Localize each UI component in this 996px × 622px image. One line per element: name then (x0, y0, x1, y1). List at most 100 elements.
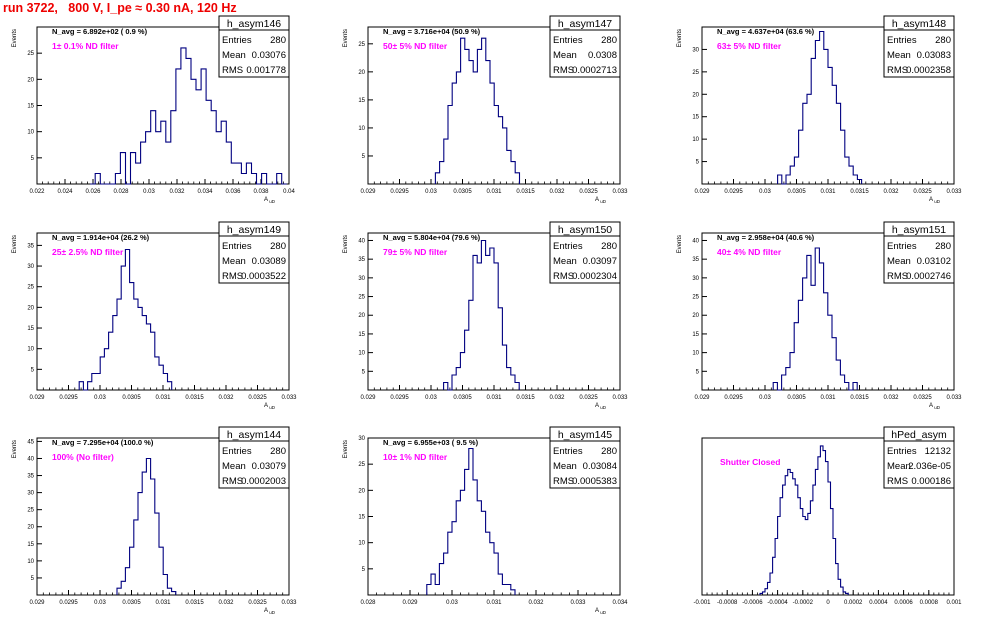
histogram-series (116, 457, 177, 595)
filter-annotation: 63± 5% ND filter (717, 41, 782, 51)
x-tick-label: 0.028 (360, 600, 376, 606)
x-tick-label: 0.028 (113, 189, 129, 195)
stats-entries-label: Entries (553, 241, 583, 252)
y-tick-label: 10 (27, 347, 34, 353)
stats-mean-value: 0.03076 (252, 50, 286, 61)
x-tick-label: 0.0315 (850, 395, 869, 401)
x-tick-label: 0.032 (883, 395, 899, 401)
stats-mean-value: 0.03097 (583, 256, 617, 267)
stats-entries-label: Entries (222, 241, 252, 252)
y-tick-label: 20 (358, 488, 365, 494)
y-tick-label: 25 (692, 295, 699, 301)
y-tick-label: 40 (358, 238, 365, 244)
stats-mean-value: 0.0308 (588, 50, 617, 61)
x-tick-label: 0.0305 (122, 600, 141, 606)
x-axis-label: A uD (595, 608, 607, 615)
y-tick-label: 15 (27, 542, 34, 548)
stats-entries-label: Entries (553, 446, 583, 457)
x-tick-label: 0.033 (946, 395, 962, 401)
filter-annotation: 40± 4% ND filter (717, 247, 782, 257)
stats-rms-label: RMS (553, 271, 574, 282)
y-tick-label: 5 (362, 567, 366, 573)
y-tick-label: 15 (27, 104, 34, 110)
stats-title: h_asym144 (227, 429, 281, 441)
x-tick-label: 0.031 (486, 395, 502, 401)
x-tick-label: 0.04 (283, 189, 295, 195)
y-tick-label: 10 (358, 351, 365, 357)
x-tick-label: 0.03 (94, 395, 106, 401)
stats-box (883, 221, 955, 284)
stats-entries-value: 12132 (925, 446, 951, 457)
x-tick-label: 0.031 (820, 395, 836, 401)
x-tick-label: 0.032 (549, 395, 565, 401)
y-tick-label: 25 (27, 285, 34, 291)
x-tick-label: 0.024 (57, 189, 73, 195)
y-tick-label: 35 (27, 243, 34, 249)
x-tick-label: 0.03 (759, 395, 771, 401)
filter-annotation: 10± 1% ND filter (383, 452, 448, 462)
y-tick-label: 20 (692, 92, 699, 98)
x-tick-label: 0.032 (549, 189, 565, 195)
stats-rms-label: RMS (887, 65, 908, 76)
y-tick-label: 15 (358, 98, 365, 104)
x-axis-label: A uD (595, 197, 607, 204)
y-tick-label: 30 (27, 491, 34, 497)
y-tick-label: 20 (358, 313, 365, 319)
stats-rms-value: 0.0003522 (241, 271, 286, 282)
histogram-panel: 0.029 0.0295 0.03 0.0305 0.031 0.0315 0.032 0.0… (12, 221, 297, 410)
x-tick-label: 0.033 (612, 395, 628, 401)
x-tick-label: 0.034 (197, 189, 213, 195)
x-tick-label: 0.031 (820, 189, 836, 195)
x-tick-label: 0.036 (225, 189, 241, 195)
stats-rms-value: 0.0005383 (572, 476, 617, 487)
x-tick-label: 0.029 (360, 395, 376, 401)
y-axis-label: Events (343, 440, 349, 458)
stats-mean-value: 0.03084 (583, 461, 617, 472)
stats-title: hPed_asym (891, 429, 947, 441)
x-tick-label: 0.026 (85, 189, 101, 195)
y-tick-label: 5 (31, 156, 35, 162)
stats-box (883, 15, 955, 78)
x-tick-label: 0.0325 (579, 189, 598, 195)
stats-rms-value: 0.001778 (246, 65, 286, 76)
stats-mean-label: Mean (222, 50, 246, 61)
x-tick-label: 0.029 (29, 600, 45, 606)
x-tick-label: 0.0315 (516, 189, 535, 195)
x-tick-label: 0.03 (425, 395, 437, 401)
x-tick-label: 0.029 (402, 600, 418, 606)
y-tick-label: 15 (692, 115, 699, 121)
x-tick-label: -0.0002 (793, 600, 814, 606)
stats-entries-value: 280 (270, 35, 286, 46)
y-tick-label: 20 (692, 313, 699, 319)
histogram-panel: 0.028 0.029 0.03 0.031 0.032 0.033 0.034 5 10 15 2… (343, 426, 628, 615)
stats-title: h_asym151 (892, 224, 946, 236)
x-tick-label: 0.0008 (920, 600, 939, 606)
x-tick-label: 0.0315 (516, 395, 535, 401)
n-avg-label: N_avg = 5.804e+04 (79.6 %) (383, 233, 481, 242)
x-tick-label: 0.038 (253, 189, 269, 195)
x-tick-label: 0.0325 (913, 189, 932, 195)
stats-box (549, 426, 621, 489)
stats-rms-label: RMS (553, 476, 574, 487)
x-tick-label: 0.031 (486, 189, 502, 195)
x-tick-label: 0.033 (570, 600, 586, 606)
x-tick-label: 0.0295 (390, 189, 409, 195)
x-tick-label: 0.0004 (869, 600, 888, 606)
y-tick-label: 5 (696, 369, 700, 375)
y-tick-label: 40 (27, 456, 34, 462)
stats-mean-label: Mean (553, 50, 577, 61)
histogram-panel: 0.022 0.024 0.026 0.028 0.03 0.032 0.034 0.036 0… (12, 15, 295, 204)
filter-annotation: Shutter Closed (720, 457, 780, 467)
x-tick-label: 0.0305 (787, 395, 806, 401)
x-tick-label: 0.0006 (894, 600, 913, 606)
stats-rms-label: RMS (222, 65, 243, 76)
x-tick-label: 0.029 (29, 395, 45, 401)
y-tick-label: 20 (358, 70, 365, 76)
x-tick-label: -0.0004 (767, 600, 788, 606)
stats-entries-value: 280 (935, 35, 951, 46)
y-tick-label: 35 (692, 257, 699, 263)
x-tick-label: 0.033 (281, 395, 297, 401)
x-tick-label: 0.0002 (844, 600, 863, 606)
x-tick-label: 0.0325 (913, 395, 932, 401)
stats-mean-label: Mean (553, 256, 577, 267)
